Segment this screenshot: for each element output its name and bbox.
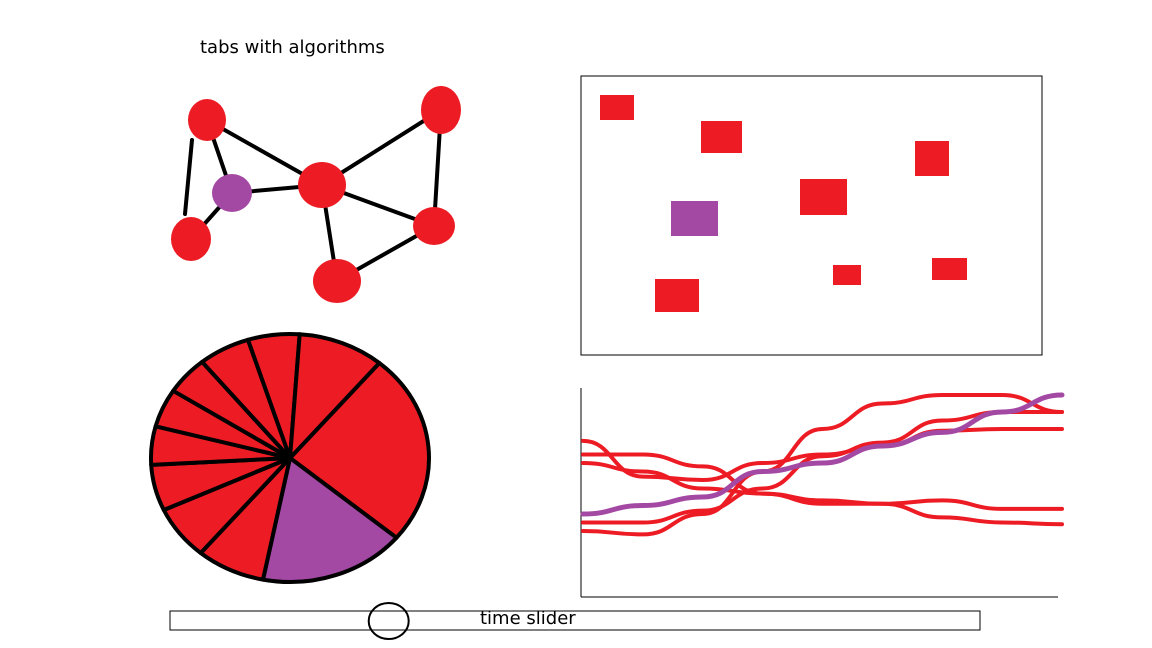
- rect-item[interactable]: [600, 95, 634, 120]
- graph-node-selected[interactable]: [212, 174, 252, 212]
- line-chart[interactable]: [580, 388, 1065, 598]
- time-slider-label: time slider: [480, 608, 576, 629]
- rectangles-frame: [580, 75, 1043, 356]
- rect-item[interactable]: [932, 258, 967, 280]
- graph-node[interactable]: [171, 217, 211, 261]
- rect-item[interactable]: [915, 141, 949, 176]
- line-series[interactable]: [581, 461, 1064, 527]
- time-slider[interactable]: [169, 602, 981, 640]
- pie-slice[interactable]: [288, 332, 382, 460]
- pie-slice-selected[interactable]: [261, 456, 399, 584]
- graph-node[interactable]: [413, 207, 455, 245]
- network-graph[interactable]: [171, 86, 461, 303]
- tabs-with-algorithms-label: tabs with algorithms: [200, 37, 385, 58]
- graph-node[interactable]: [421, 86, 461, 134]
- line-series[interactable]: [581, 452, 1064, 511]
- graph-node[interactable]: [298, 162, 346, 208]
- time-slider-track[interactable]: [169, 610, 981, 631]
- rect-item[interactable]: [701, 121, 742, 153]
- rect-item-selected[interactable]: [671, 201, 718, 236]
- line-series-selected[interactable]: [580, 392, 1065, 517]
- time-slider-handle[interactable]: [367, 602, 410, 640]
- pie-chart[interactable]: [148, 332, 431, 584]
- rect-item[interactable]: [833, 265, 861, 285]
- rectangles-panel[interactable]: [580, 75, 1043, 356]
- rect-item[interactable]: [655, 279, 699, 312]
- graph-node[interactable]: [188, 99, 226, 141]
- graph-node[interactable]: [313, 259, 361, 303]
- pie-slice[interactable]: [288, 361, 431, 540]
- line-series[interactable]: [581, 410, 1064, 525]
- graph-edge: [183, 138, 194, 216]
- rect-item[interactable]: [800, 179, 847, 215]
- line-series[interactable]: [581, 392, 1064, 537]
